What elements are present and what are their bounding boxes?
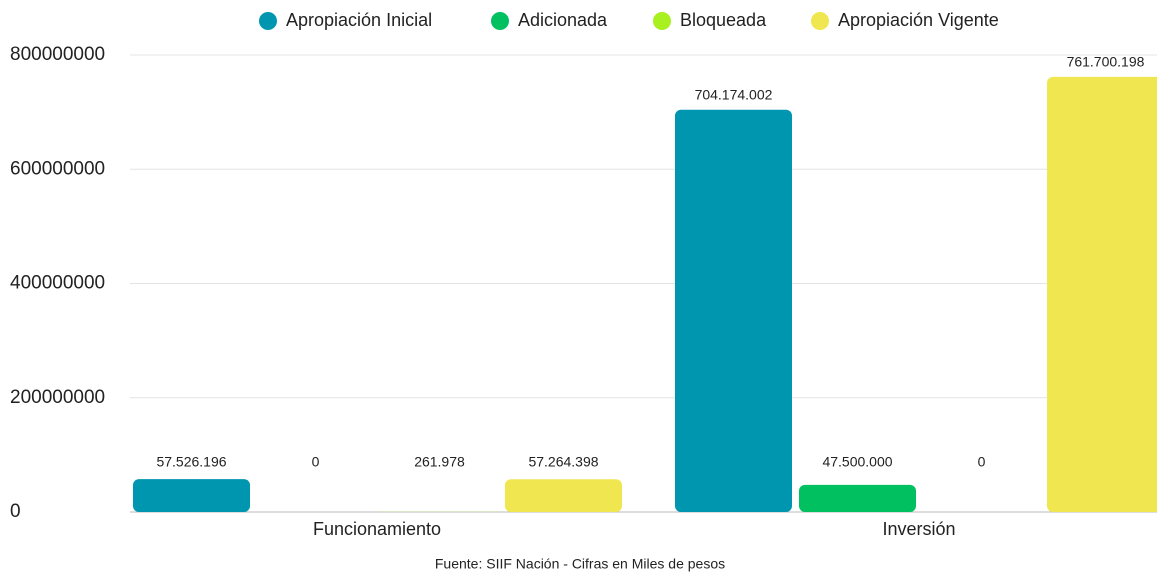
y-tick-label: 400000000 xyxy=(10,273,105,294)
legend-label: Adicionada xyxy=(518,10,608,30)
y-tick-label: 800000000 xyxy=(10,44,105,65)
value-label: 761.700.198 xyxy=(1067,54,1145,70)
bar xyxy=(799,484,916,512)
legend-swatch xyxy=(811,12,829,30)
value-label: 704.174.002 xyxy=(695,86,773,102)
y-tick-label: 200000000 xyxy=(10,387,105,408)
legend-label: Apropiación Inicial xyxy=(286,10,432,30)
value-label: 57.526.196 xyxy=(156,454,226,470)
source-note: Fuente: SIIF Nación - Cifras en Miles de… xyxy=(435,556,725,572)
legend-label: Bloqueada xyxy=(680,10,767,30)
value-label: 261.978 xyxy=(414,454,465,470)
bar xyxy=(133,479,250,512)
value-label: 0 xyxy=(978,454,986,470)
legend-swatch xyxy=(259,12,277,30)
value-label: 47.500.000 xyxy=(822,454,892,470)
legend-label: Apropiación Vigente xyxy=(838,10,999,30)
value-label: 0 xyxy=(312,454,320,470)
y-tick-label: 600000000 xyxy=(10,158,105,179)
bar xyxy=(505,479,622,512)
y-tick-label: 0 xyxy=(10,501,21,522)
bar xyxy=(675,109,792,512)
bar xyxy=(1047,76,1157,512)
value-label: 57.264.398 xyxy=(528,454,598,470)
x-tick-label: Inversión xyxy=(882,519,955,539)
x-tick-label: Funcionamiento xyxy=(313,519,441,539)
legend-swatch xyxy=(653,12,671,30)
legend-swatch xyxy=(491,12,509,30)
